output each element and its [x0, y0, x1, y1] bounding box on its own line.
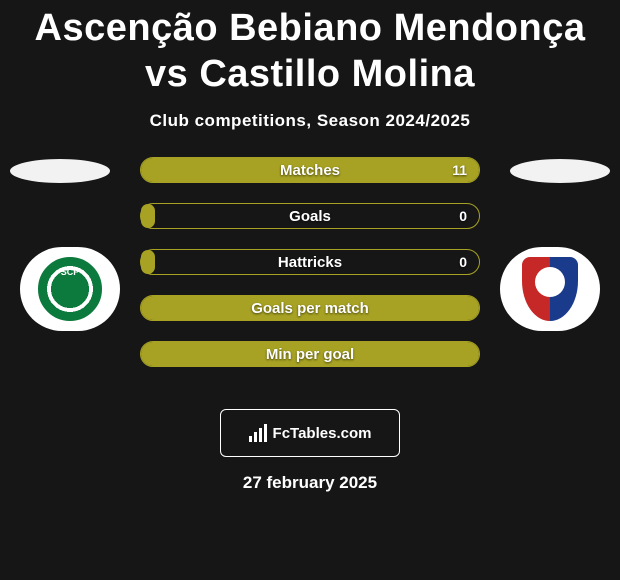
bar-chart-icon [249, 424, 267, 442]
date: 27 february 2025 [0, 473, 620, 493]
player-slot-right [510, 159, 610, 183]
stat-matches: Matches 11 [140, 157, 480, 183]
stat-min-per-goal: Min per goal [140, 341, 480, 367]
player-slot-left [10, 159, 110, 183]
stat-label: Goals per match [251, 300, 369, 317]
gil-vicente-icon [522, 257, 578, 321]
stat-value-right: 0 [459, 254, 467, 270]
stat-rows: Matches 11 Goals 0 Hattricks 0 Goals per… [140, 157, 480, 387]
stat-value-right: 11 [452, 162, 467, 178]
stat-fill [141, 204, 155, 228]
stat-label: Goals [289, 208, 331, 225]
stat-hattricks: Hattricks 0 [140, 249, 480, 275]
comparison-arena: Matches 11 Goals 0 Hattricks 0 Goals per… [0, 157, 620, 397]
stat-label: Matches [280, 162, 340, 179]
stat-label: Hattricks [278, 254, 342, 271]
source-badge: FcTables.com [220, 409, 400, 457]
team-crest-left [20, 247, 120, 331]
subtitle: Club competitions, Season 2024/2025 [0, 111, 620, 131]
team-crest-right [500, 247, 600, 331]
stat-fill [141, 250, 155, 274]
stat-label: Min per goal [266, 346, 354, 363]
stat-value-right: 0 [459, 208, 467, 224]
stat-goals: Goals 0 [140, 203, 480, 229]
page-title: Ascenção Bebiano Mendonça vs Castillo Mo… [0, 0, 620, 97]
source-name: FcTables.com [273, 425, 372, 442]
stat-goals-per-match: Goals per match [140, 295, 480, 321]
sporting-cp-icon [38, 257, 102, 321]
